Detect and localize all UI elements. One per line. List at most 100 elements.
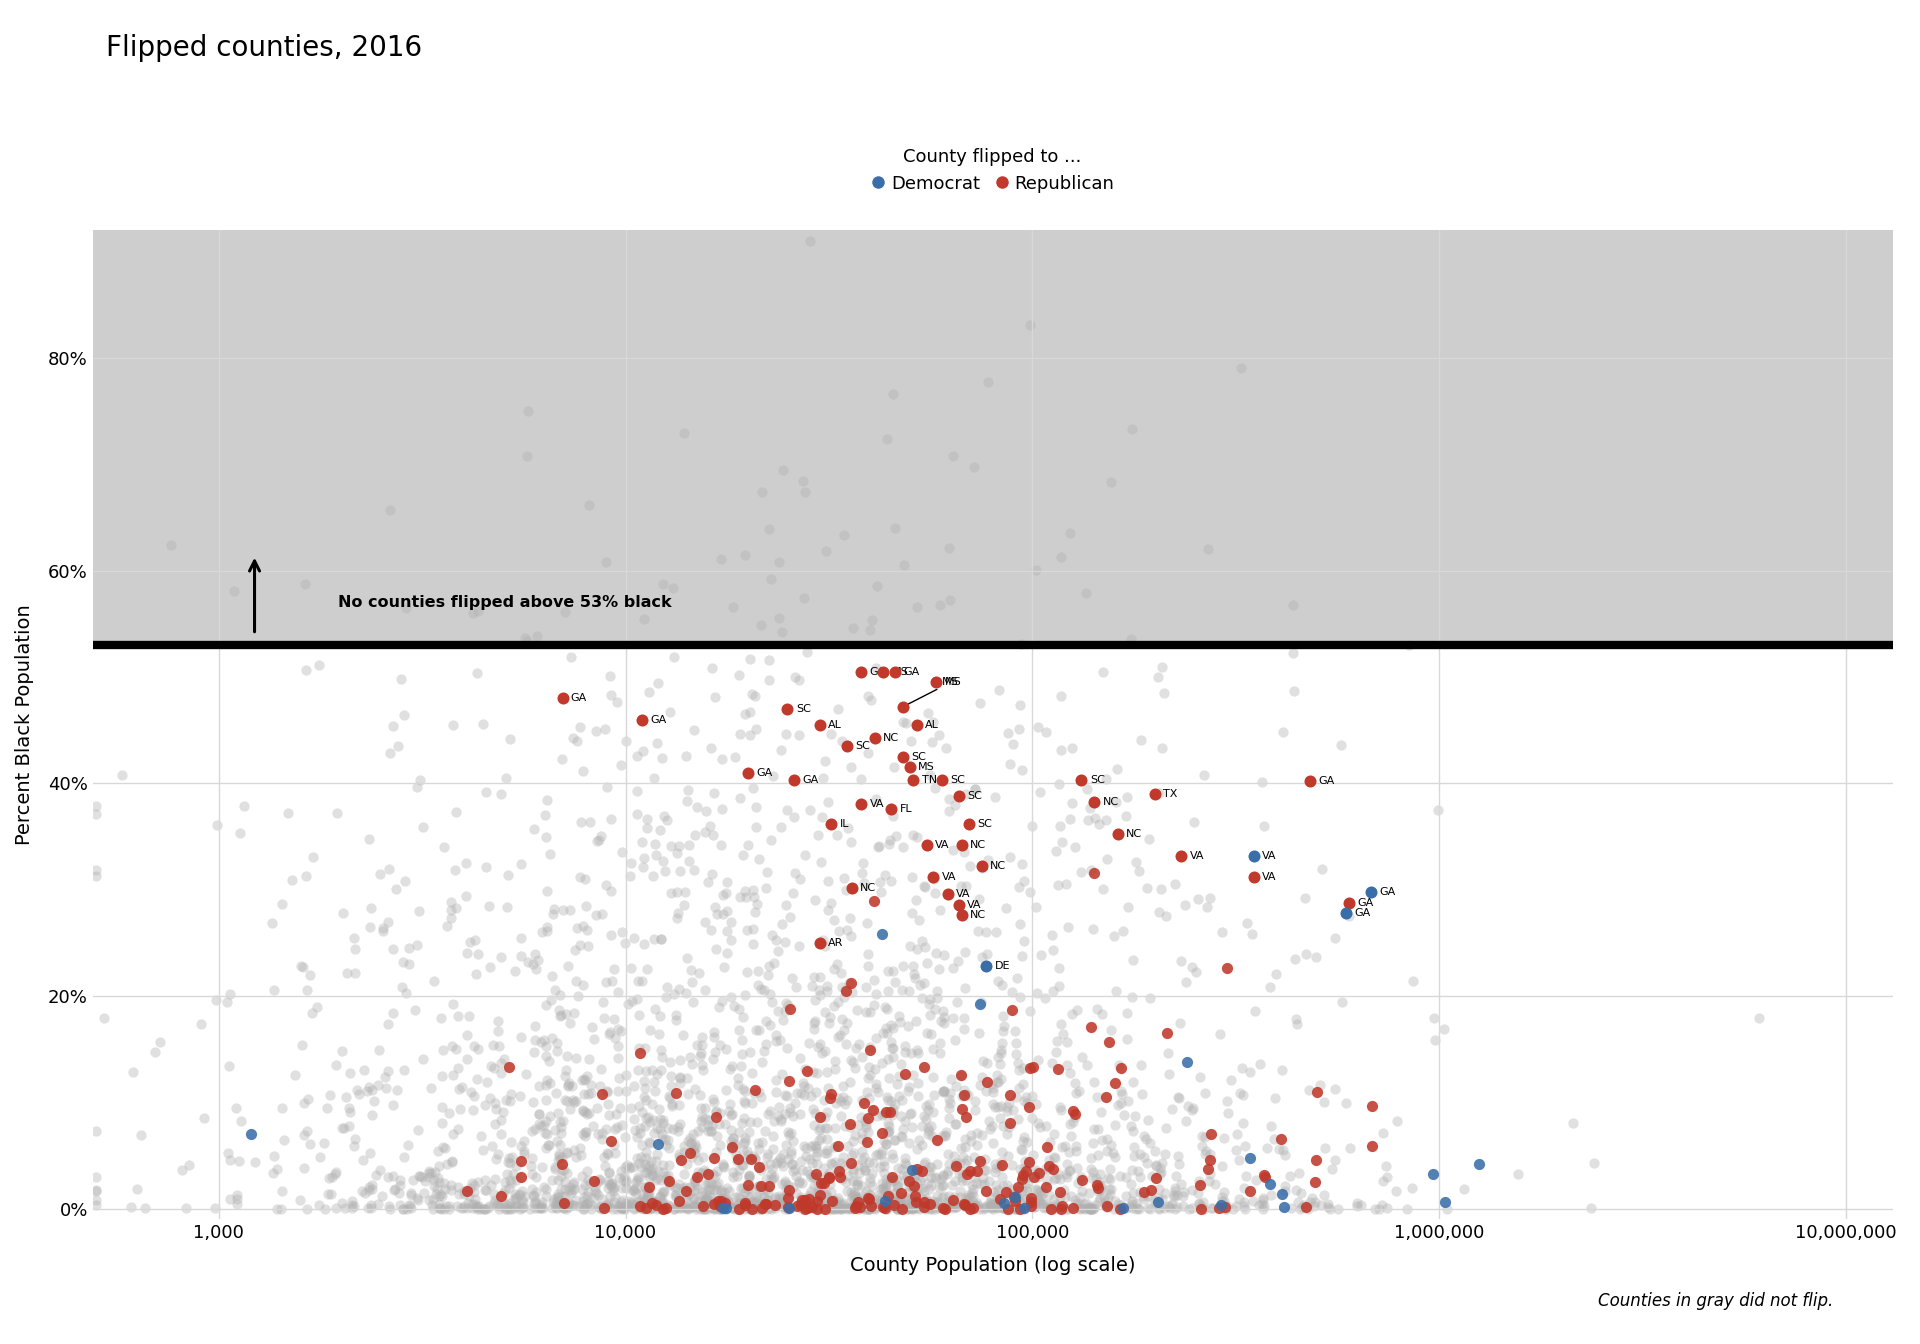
Point (964, 1198, 995, 1219)
Point (576, 1195, 607, 1216)
Point (687, 1185, 718, 1207)
Point (699, 1180, 730, 1202)
Point (795, 1191, 826, 1212)
Point (793, 1078, 824, 1099)
Point (962, 1193, 993, 1215)
Point (889, 1110, 920, 1132)
Point (747, 481, 778, 503)
Point (680, 1196, 710, 1218)
Point (860, 789, 891, 810)
Point (294, 1133, 324, 1154)
Point (956, 1125, 987, 1146)
Point (664, 1196, 695, 1218)
Point (780, 806, 810, 828)
Point (927, 1081, 958, 1102)
Point (582, 1171, 612, 1192)
Point (1008, 1157, 1039, 1179)
Point (223, 1188, 253, 1210)
Point (895, 1077, 925, 1098)
Point (288, 1124, 319, 1145)
Point (983, 679, 1014, 700)
Point (743, 1156, 774, 1177)
Point (822, 1198, 852, 1219)
Point (747, 1198, 778, 1219)
Point (993, 1145, 1023, 1167)
Point (789, 1083, 820, 1105)
Point (687, 1146, 718, 1168)
Point (547, 1193, 578, 1215)
Point (493, 1198, 524, 1219)
Point (860, 1058, 891, 1079)
Point (924, 595, 954, 617)
Point (883, 1191, 914, 1212)
Point (877, 1105, 908, 1126)
Point (657, 1118, 687, 1140)
Text: TN: TN (922, 775, 937, 785)
Point (1298, 1187, 1329, 1208)
Point (847, 1046, 877, 1067)
Point (1158, 1184, 1188, 1206)
Point (1046, 1198, 1077, 1219)
Text: No counties flipped above 53% black: No counties flipped above 53% black (338, 595, 672, 610)
Point (1256, 1184, 1286, 1206)
Point (603, 1035, 634, 1056)
Point (438, 714, 468, 735)
Point (1023, 1161, 1054, 1183)
Point (795, 1196, 826, 1218)
Point (660, 1183, 691, 1204)
Point (388, 704, 419, 726)
Point (783, 1169, 814, 1191)
Point (685, 1098, 716, 1120)
Point (891, 1198, 922, 1219)
Point (674, 833, 705, 855)
Text: GA: GA (651, 715, 666, 724)
Point (1006, 1179, 1037, 1200)
Point (799, 989, 829, 1011)
Point (1043, 1030, 1073, 1051)
Point (526, 1193, 557, 1215)
Point (874, 1048, 904, 1070)
Point (399, 1000, 430, 1021)
Point (265, 1198, 296, 1219)
Point (1223, 1149, 1254, 1171)
Point (741, 816, 772, 837)
Point (737, 683, 768, 704)
Point (545, 1111, 576, 1133)
Point (899, 964, 929, 985)
Point (549, 1064, 580, 1086)
Point (605, 1167, 636, 1188)
Point (215, 1188, 246, 1210)
Point (1194, 1164, 1225, 1185)
Point (1137, 1165, 1167, 1187)
Point (173, 1154, 204, 1176)
Point (1079, 1198, 1110, 1219)
Point (1181, 961, 1212, 982)
Point (977, 1082, 1008, 1103)
Point (532, 880, 563, 902)
Point (876, 1090, 906, 1111)
Point (628, 934, 659, 956)
Point (1119, 1105, 1150, 1126)
Point (927, 1198, 958, 1219)
Point (910, 1198, 941, 1219)
Point (1308, 859, 1338, 880)
Point (1037, 981, 1068, 1003)
Point (1012, 1132, 1043, 1153)
Point (829, 1154, 860, 1176)
Point (1359, 1198, 1390, 1219)
Point (939, 1030, 970, 1051)
Point (1046, 1196, 1077, 1218)
Point (463, 1196, 493, 1218)
Point (1025, 1116, 1056, 1137)
Point (1112, 786, 1142, 808)
Point (257, 1145, 288, 1167)
Point (981, 1175, 1012, 1196)
Point (1194, 887, 1225, 909)
Point (854, 1195, 885, 1216)
Point (914, 1117, 945, 1138)
Point (419, 1198, 449, 1219)
Point (730, 880, 760, 902)
Point (1081, 1086, 1112, 1107)
Point (793, 1188, 824, 1210)
Point (645, 1059, 676, 1081)
